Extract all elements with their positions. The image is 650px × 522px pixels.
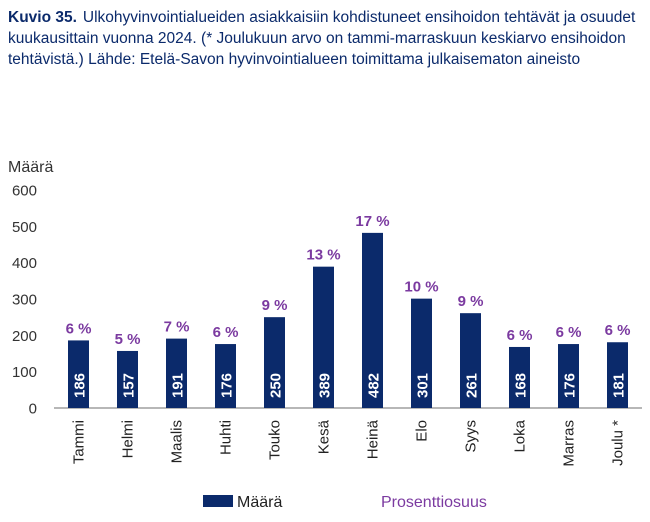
y-tick-label: 600 bbox=[12, 183, 37, 200]
x-tick-label: Heinä bbox=[365, 419, 382, 459]
bar bbox=[117, 350, 138, 408]
y-tick-label: 100 bbox=[12, 364, 37, 381]
bar-value-label: 176 bbox=[219, 373, 236, 398]
x-tick-label: Marras bbox=[561, 420, 578, 467]
bar-value-label: 191 bbox=[170, 373, 187, 398]
y-axis-ticks: 0 100 200 300 400 500 600 bbox=[12, 183, 37, 418]
bar-value-label: 176 bbox=[562, 373, 579, 398]
bar-value-label: 261 bbox=[464, 373, 481, 398]
legend-label-prosenttiosuus: Prosenttiosuus bbox=[381, 494, 487, 511]
bar-value-label: 250 bbox=[268, 373, 285, 398]
y-axis-label: Määrä bbox=[8, 159, 53, 176]
x-tick-label: Huhti bbox=[218, 420, 235, 455]
bar-value-label: 181 bbox=[611, 373, 628, 398]
x-tick-label: Kesä bbox=[316, 419, 333, 454]
bar-value-label: 168 bbox=[513, 373, 530, 398]
bars: 186 6 % Tammi 157 5 % Helmi 191 7 % Maalis 176 6 %… bbox=[66, 213, 631, 467]
percent-label: 9 % bbox=[458, 293, 484, 310]
percent-label: 9 % bbox=[262, 297, 288, 314]
x-tick-label: Joulu * bbox=[610, 420, 627, 466]
y-tick-label: 300 bbox=[12, 292, 37, 309]
percent-label: 6 % bbox=[556, 324, 582, 341]
percent-label: 7 % bbox=[164, 319, 190, 336]
bar bbox=[362, 232, 383, 408]
bar bbox=[68, 340, 89, 408]
bar-value-label: 157 bbox=[121, 373, 138, 398]
percent-label: 6 % bbox=[605, 322, 631, 339]
bar-value-label: 301 bbox=[415, 373, 432, 398]
percent-label: 17 % bbox=[355, 213, 389, 230]
x-tick-label: Helmi bbox=[120, 420, 137, 458]
legend-label-maara: Määrä bbox=[237, 494, 282, 511]
x-tick-label: Elo bbox=[414, 420, 431, 442]
percent-label: 5 % bbox=[115, 331, 141, 348]
bar bbox=[313, 266, 334, 408]
legend-swatch-maara bbox=[203, 495, 233, 507]
bar bbox=[411, 298, 432, 408]
y-tick-label: 400 bbox=[12, 255, 37, 272]
figure-caption: Kuvio 35. Ulkohyvinvointialueiden asiakka… bbox=[8, 7, 642, 70]
x-tick-label: Syys bbox=[463, 420, 480, 453]
y-tick-label: 200 bbox=[12, 328, 37, 345]
bar bbox=[607, 342, 628, 408]
bar bbox=[558, 344, 579, 408]
percent-label: 6 % bbox=[66, 320, 92, 337]
percent-label: 6 % bbox=[507, 327, 533, 344]
y-tick-label: 0 bbox=[29, 401, 37, 418]
percent-label: 6 % bbox=[213, 324, 239, 341]
bar-value-label: 186 bbox=[72, 373, 89, 398]
percent-label: 10 % bbox=[404, 279, 438, 296]
figure-caption-text: Ulkohyvinvointialueiden asiakkaisiin koh… bbox=[8, 9, 636, 68]
bar-value-label: 389 bbox=[317, 373, 334, 398]
bar-value-label: 482 bbox=[366, 373, 383, 398]
x-tick-label: Loka bbox=[512, 419, 529, 452]
figure-label: Kuvio 35. bbox=[8, 9, 77, 26]
bar bbox=[166, 338, 187, 408]
bar bbox=[264, 317, 285, 408]
percent-label: 13 % bbox=[306, 247, 340, 264]
y-tick-label: 500 bbox=[12, 219, 37, 236]
x-tick-label: Touko bbox=[267, 420, 284, 460]
x-tick-label: Maalis bbox=[169, 420, 186, 463]
bar bbox=[215, 344, 236, 408]
legend: Määrä Prosenttiosuus bbox=[203, 494, 487, 511]
bar bbox=[460, 313, 481, 408]
x-tick-label: Tammi bbox=[71, 420, 88, 464]
bar bbox=[509, 346, 530, 408]
